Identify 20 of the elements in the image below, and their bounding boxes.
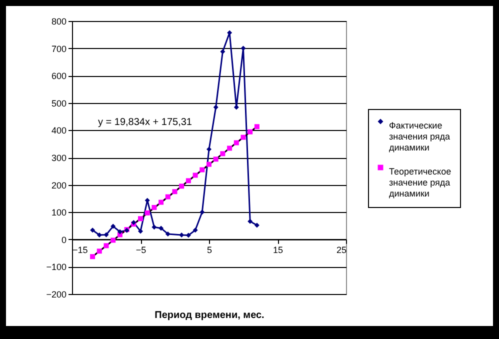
y-tick-label: 800: [51, 16, 66, 26]
y-tick-label: 100: [51, 208, 66, 218]
x-tick-label: 25: [336, 244, 346, 255]
y-tick-label: 700: [51, 44, 66, 54]
x-tick-label: 5: [206, 244, 212, 255]
y-tick-label: 500: [51, 98, 66, 108]
y-tick-label: −100: [46, 262, 66, 272]
x-tick-label: −15: [72, 244, 88, 255]
legend-label: Теоретическое значение ряда динамики: [389, 166, 452, 198]
y-tick-label: −200: [46, 290, 66, 300]
x-tick-label: 15: [272, 244, 284, 255]
x-tick-label: −5: [136, 244, 146, 255]
y-tick-label: 0: [61, 234, 66, 245]
y-tick-label: 300: [51, 153, 66, 163]
annotation: y = 19,834x + 175,31: [98, 117, 192, 128]
y-tick-label: 200: [51, 180, 66, 190]
x-axis-title: Период времени, мес.: [154, 310, 265, 321]
legend-label: Фактические значения ряда динамики: [389, 120, 450, 152]
y-tick-label: 400: [51, 126, 66, 136]
y-tick-label: 600: [51, 71, 66, 82]
